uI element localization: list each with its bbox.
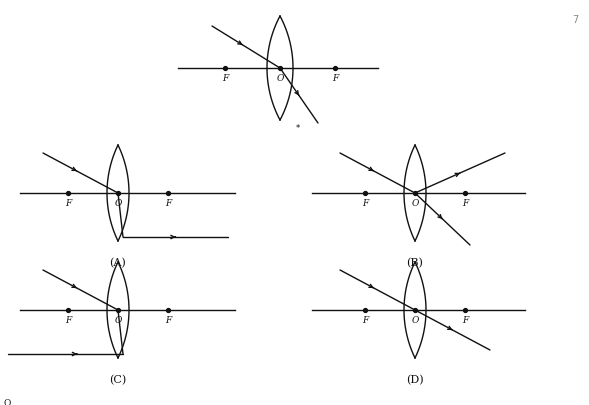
- Text: O: O: [411, 316, 419, 325]
- Text: F: F: [65, 316, 71, 325]
- Text: *: *: [296, 124, 300, 132]
- Text: O: O: [114, 316, 122, 325]
- Text: (D): (D): [406, 375, 424, 385]
- Text: F: F: [222, 74, 228, 83]
- Text: F: F: [462, 199, 468, 208]
- Text: (A): (A): [110, 258, 127, 269]
- Text: (C): (C): [110, 375, 127, 385]
- Text: (B): (B): [406, 258, 423, 269]
- Text: F: F: [65, 199, 71, 208]
- Text: F: F: [165, 316, 171, 325]
- Text: O: O: [411, 199, 419, 208]
- Text: F: F: [332, 74, 338, 83]
- Text: Q: Q: [4, 398, 11, 405]
- Text: F: F: [362, 316, 368, 325]
- Text: O: O: [276, 74, 284, 83]
- Text: O: O: [114, 199, 122, 208]
- Text: 7: 7: [572, 15, 578, 25]
- Text: F: F: [362, 199, 368, 208]
- Text: F: F: [165, 199, 171, 208]
- Text: F: F: [462, 316, 468, 325]
